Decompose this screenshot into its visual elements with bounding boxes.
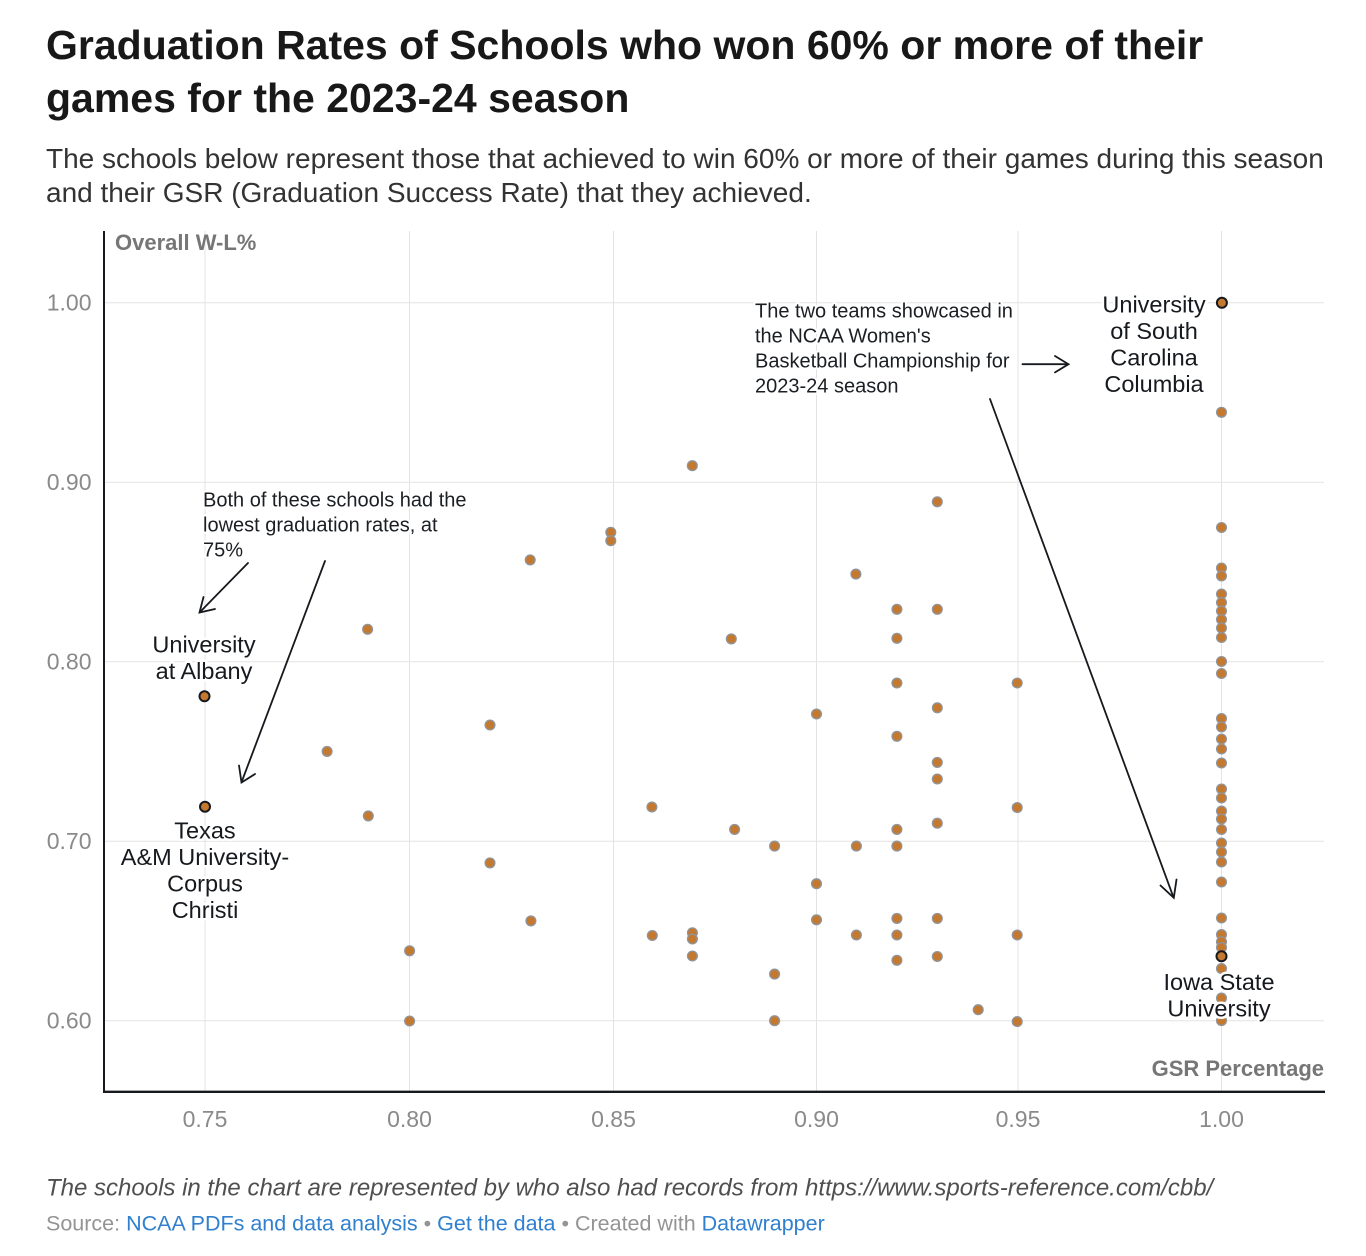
svg-text:at Albany: at Albany — [156, 658, 253, 684]
svg-text:0.70: 0.70 — [47, 828, 92, 854]
svg-text:Columbia: Columbia — [1104, 371, 1204, 397]
svg-text:0.95: 0.95 — [996, 1106, 1041, 1132]
svg-text:0.80: 0.80 — [387, 1106, 432, 1132]
svg-text:0.85: 0.85 — [591, 1106, 636, 1132]
svg-text:Iowa State: Iowa State — [1163, 969, 1274, 995]
svg-text:0.90: 0.90 — [794, 1106, 839, 1132]
svg-text:University: University — [152, 632, 255, 658]
svg-text:0.75: 0.75 — [183, 1106, 228, 1132]
svg-text:University: University — [1167, 996, 1270, 1022]
svg-text:Corpus: Corpus — [167, 871, 243, 897]
svg-text:Texas: Texas — [174, 818, 235, 844]
svg-text:Carolina: Carolina — [1110, 345, 1198, 371]
svg-text:of South: of South — [1110, 318, 1198, 344]
svg-text:Basketball Championship for: Basketball Championship for — [755, 350, 1010, 372]
svg-text:the NCAA Women's: the NCAA Women's — [755, 325, 931, 347]
svg-text:Overall W-L%: Overall W-L% — [115, 230, 256, 255]
svg-text:0.90: 0.90 — [47, 469, 92, 495]
svg-text:Christi: Christi — [172, 897, 239, 923]
svg-text:lowest graduation rates, at: lowest graduation rates, at — [203, 514, 438, 536]
svg-text:A&M University-: A&M University- — [121, 844, 289, 870]
svg-text:The two teams showcased in: The two teams showcased in — [755, 300, 1013, 322]
svg-text:Source: NCAA PDFs and data ana: Source: NCAA PDFs and data analysis • Ge… — [46, 1211, 825, 1235]
svg-text:1.00: 1.00 — [47, 290, 92, 316]
svg-text:Both of these schools had the: Both of these schools had the — [203, 489, 467, 511]
svg-text:GSR Percentage: GSR Percentage — [1152, 1056, 1324, 1081]
svg-text:1.00: 1.00 — [1199, 1106, 1244, 1132]
svg-text:2023-24 season: 2023-24 season — [755, 375, 898, 397]
svg-text:The schools in the chart are r: The schools in the chart are represented… — [46, 1175, 1216, 1202]
svg-text:0.60: 0.60 — [47, 1008, 92, 1034]
svg-text:University: University — [1102, 292, 1205, 318]
svg-text:75%: 75% — [203, 539, 243, 561]
svg-text:0.80: 0.80 — [47, 649, 92, 675]
